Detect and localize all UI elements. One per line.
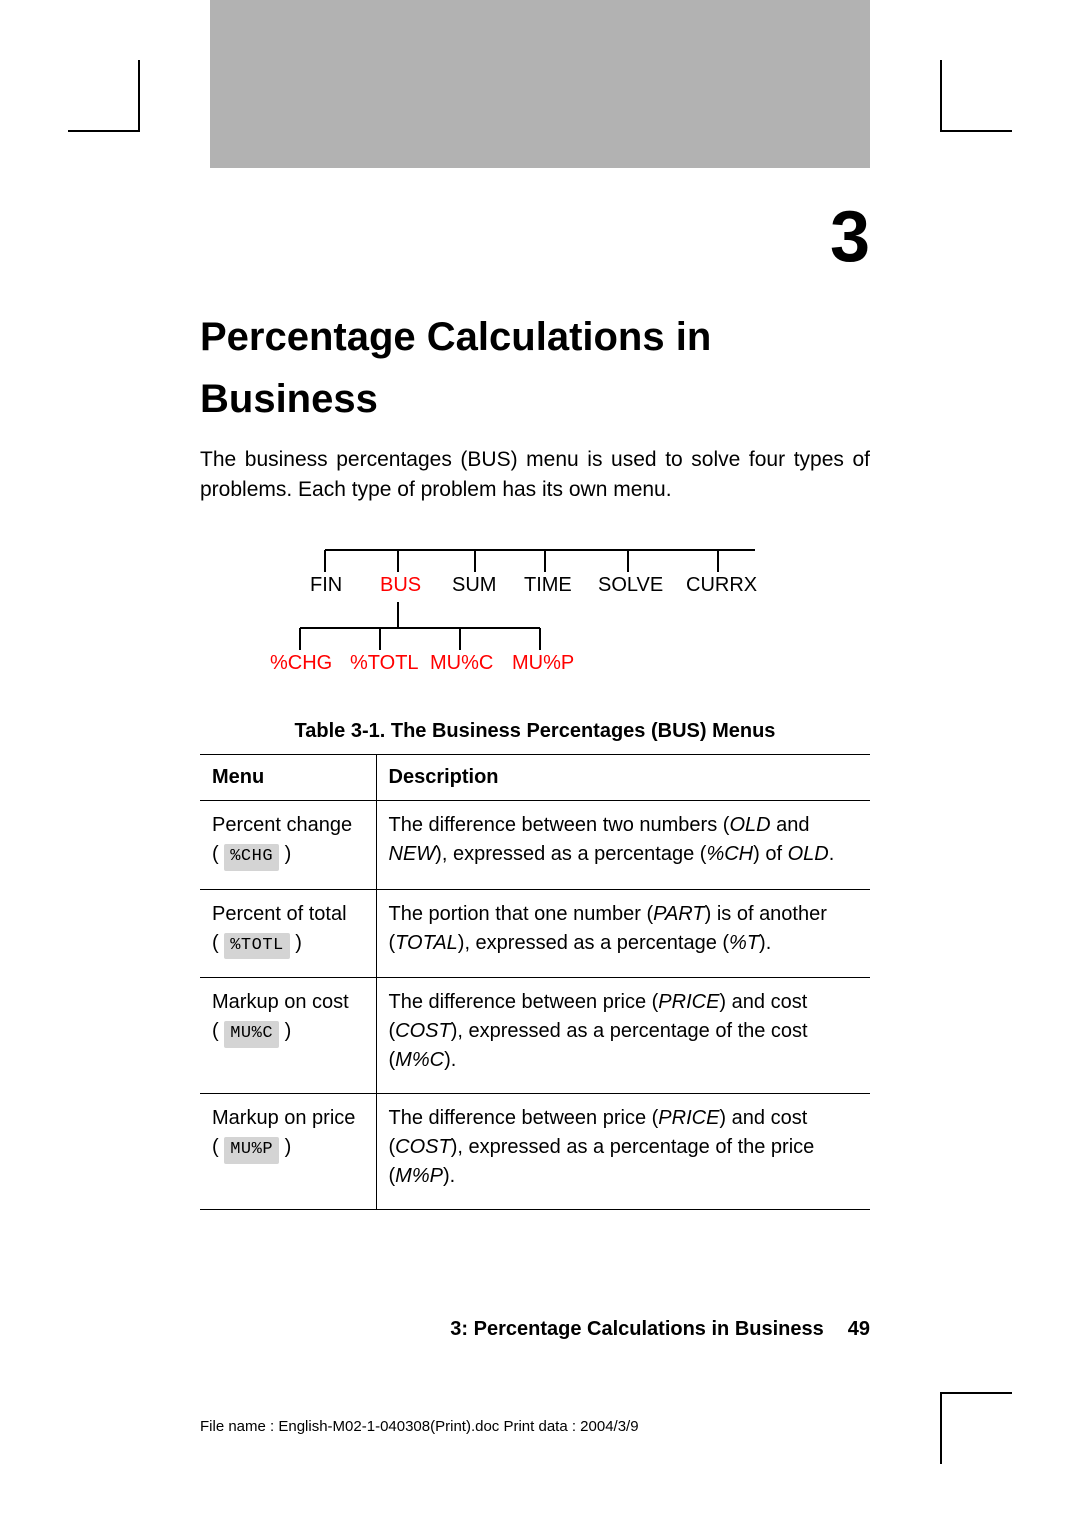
- table-row: Percent of total( %TOTL )The portion tha…: [200, 889, 870, 978]
- keycap: %TOTL: [224, 933, 290, 960]
- tree-label-solve: SOLVE: [598, 574, 663, 597]
- bus-menus-table: Menu Description Percent change( %CHG )T…: [200, 754, 870, 1210]
- tree-label-totl: %TOTL: [350, 652, 419, 675]
- menu-cell: Markup on cost( MU%C ): [200, 978, 376, 1094]
- tree-label-muc: MU%C: [430, 652, 493, 675]
- table-caption: Table 3-1. The Business Percentages (BUS…: [200, 720, 870, 743]
- tree-label-mup: MU%P: [512, 652, 574, 675]
- crop-mark: [940, 60, 942, 132]
- footer-label: 3: Percentage Calculations in Business: [450, 1318, 823, 1340]
- tree-label-chg: %CHG: [270, 652, 332, 675]
- menu-cell: Percent change( %CHG ): [200, 801, 376, 890]
- menu-name: Markup on price: [212, 1104, 364, 1133]
- crop-mark: [940, 130, 1012, 132]
- menu-keycap-line: ( %CHG ): [212, 840, 364, 871]
- menu-keycap-line: ( %TOTL ): [212, 929, 364, 960]
- table-row: Percent change( %CHG )The difference bet…: [200, 801, 870, 890]
- menu-tree-diagram: FIN BUS SUM TIME SOLVE CURRX %CHG %TOTL …: [280, 530, 800, 710]
- footer-page-number: 49: [848, 1318, 870, 1340]
- crop-mark: [940, 1392, 1012, 1394]
- chapter-title: Percentage Calculations in Business: [200, 306, 870, 430]
- tree-label-currx: CURRX: [686, 574, 757, 597]
- crop-mark: [68, 130, 140, 132]
- intro-paragraph: The business percentages (BUS) menu is u…: [200, 445, 870, 506]
- crop-mark: [940, 1392, 942, 1464]
- tree-label-sum: SUM: [452, 574, 496, 597]
- page-footer: 3: Percentage Calculations in Business 49: [200, 1318, 870, 1341]
- table-row: Markup on price( MU%P )The difference be…: [200, 1094, 870, 1210]
- menu-name: Percent change: [212, 811, 364, 840]
- menu-cell: Percent of total( %TOTL ): [200, 889, 376, 978]
- description-cell: The difference between price (PRICE) and…: [376, 1094, 870, 1210]
- menu-cell: Markup on price( MU%P ): [200, 1094, 376, 1210]
- keycap: %CHG: [224, 844, 279, 871]
- header-band: [210, 0, 870, 168]
- description-cell: The difference between two numbers (OLD …: [376, 801, 870, 890]
- tree-label-bus: BUS: [380, 574, 421, 597]
- print-metadata: File name : English-M02-1-040308(Print).…: [200, 1418, 639, 1435]
- keycap: MU%P: [224, 1137, 279, 1164]
- tree-label-fin: FIN: [310, 574, 342, 597]
- menu-name: Percent of total: [212, 900, 364, 929]
- tree-lines: [280, 530, 800, 710]
- menu-keycap-line: ( MU%C ): [212, 1017, 364, 1048]
- description-cell: The portion that one number (PART) is of…: [376, 889, 870, 978]
- table-header-menu: Menu: [200, 755, 376, 801]
- crop-mark: [138, 60, 140, 132]
- menu-name: Markup on cost: [212, 988, 364, 1017]
- table-header-description: Description: [376, 755, 870, 801]
- tree-label-time: TIME: [524, 574, 572, 597]
- menu-keycap-line: ( MU%P ): [212, 1133, 364, 1164]
- keycap: MU%C: [224, 1021, 279, 1048]
- description-cell: The difference between price (PRICE) and…: [376, 978, 870, 1094]
- table-row: Markup on cost( MU%C )The difference bet…: [200, 978, 870, 1094]
- chapter-number: 3: [200, 196, 870, 278]
